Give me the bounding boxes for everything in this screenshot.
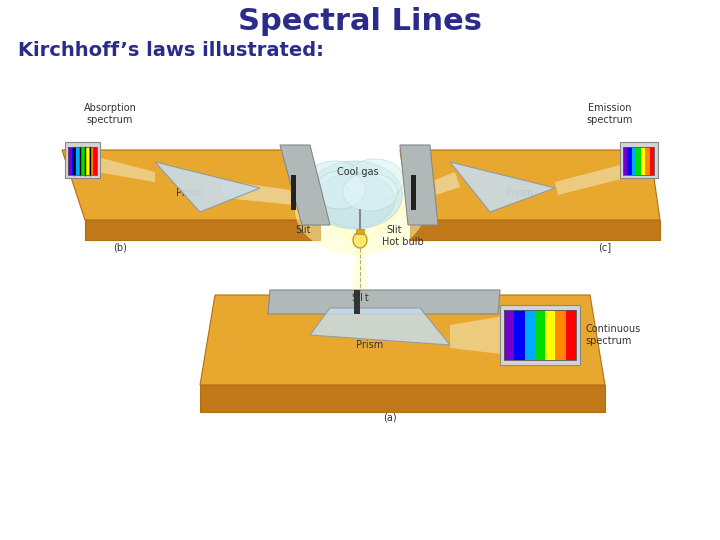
Bar bbox=[645, 147, 649, 175]
Polygon shape bbox=[555, 165, 625, 195]
Text: Prism: Prism bbox=[176, 188, 204, 198]
Bar bbox=[641, 147, 645, 175]
Bar bbox=[504, 310, 576, 360]
Polygon shape bbox=[305, 192, 352, 243]
Bar bbox=[566, 310, 576, 360]
Bar bbox=[555, 310, 566, 360]
Polygon shape bbox=[500, 305, 580, 365]
Ellipse shape bbox=[315, 172, 395, 227]
Ellipse shape bbox=[315, 171, 365, 209]
Ellipse shape bbox=[302, 161, 367, 209]
Text: Prism: Prism bbox=[356, 340, 384, 350]
Bar bbox=[89, 147, 93, 175]
Text: (c]: (c] bbox=[598, 242, 611, 252]
Polygon shape bbox=[400, 150, 660, 220]
Polygon shape bbox=[450, 315, 510, 355]
Text: (b): (b) bbox=[113, 242, 127, 252]
Ellipse shape bbox=[343, 173, 397, 211]
Polygon shape bbox=[352, 248, 368, 300]
Text: Emission
spectrum: Emission spectrum bbox=[587, 103, 633, 125]
Text: Continuous
spectrum: Continuous spectrum bbox=[585, 324, 640, 346]
Text: Kirchhoff’s laws illustrated:: Kirchhoff’s laws illustrated: bbox=[18, 40, 324, 59]
Bar bbox=[504, 310, 514, 360]
Bar bbox=[356, 229, 364, 234]
Bar bbox=[72, 147, 76, 175]
Bar bbox=[535, 310, 545, 360]
Bar bbox=[81, 147, 84, 175]
Text: Slit: Slit bbox=[295, 225, 310, 235]
Ellipse shape bbox=[295, 165, 425, 255]
Polygon shape bbox=[310, 308, 450, 345]
Bar bbox=[514, 310, 525, 360]
Polygon shape bbox=[620, 142, 658, 178]
Polygon shape bbox=[65, 142, 100, 178]
Polygon shape bbox=[85, 220, 320, 240]
Text: Spectral Lines: Spectral Lines bbox=[238, 8, 482, 37]
Polygon shape bbox=[62, 150, 320, 220]
Polygon shape bbox=[85, 155, 155, 182]
Text: S l t: S l t bbox=[351, 293, 369, 303]
Ellipse shape bbox=[346, 159, 404, 201]
Text: Prism: Prism bbox=[506, 188, 534, 198]
Ellipse shape bbox=[307, 161, 402, 229]
Bar bbox=[623, 147, 654, 175]
Bar bbox=[649, 147, 654, 175]
Bar bbox=[93, 147, 97, 175]
Text: (a): (a) bbox=[383, 413, 397, 423]
Polygon shape bbox=[220, 180, 295, 205]
Text: Absorption
spectrum: Absorption spectrum bbox=[84, 103, 136, 125]
Polygon shape bbox=[200, 295, 605, 385]
Ellipse shape bbox=[353, 232, 367, 248]
Text: Slit: Slit bbox=[387, 225, 402, 235]
Bar bbox=[525, 310, 535, 360]
Bar bbox=[636, 147, 641, 175]
Bar bbox=[411, 175, 416, 210]
Polygon shape bbox=[410, 220, 660, 240]
Bar bbox=[68, 147, 97, 175]
Polygon shape bbox=[155, 162, 260, 212]
Polygon shape bbox=[268, 290, 500, 314]
Bar bbox=[627, 147, 632, 175]
Text: Hot bulb: Hot bulb bbox=[382, 237, 424, 247]
Bar bbox=[354, 290, 360, 314]
Bar bbox=[632, 147, 636, 175]
Bar bbox=[76, 147, 81, 175]
Polygon shape bbox=[450, 162, 555, 212]
Polygon shape bbox=[368, 192, 416, 243]
Bar bbox=[84, 147, 89, 175]
Bar bbox=[623, 147, 627, 175]
Bar bbox=[545, 310, 555, 360]
Polygon shape bbox=[435, 172, 460, 195]
Polygon shape bbox=[400, 145, 438, 225]
Bar bbox=[68, 147, 72, 175]
Text: Cool gas: Cool gas bbox=[337, 167, 379, 177]
Bar bbox=[291, 175, 296, 210]
Polygon shape bbox=[280, 145, 330, 225]
Polygon shape bbox=[200, 385, 605, 412]
